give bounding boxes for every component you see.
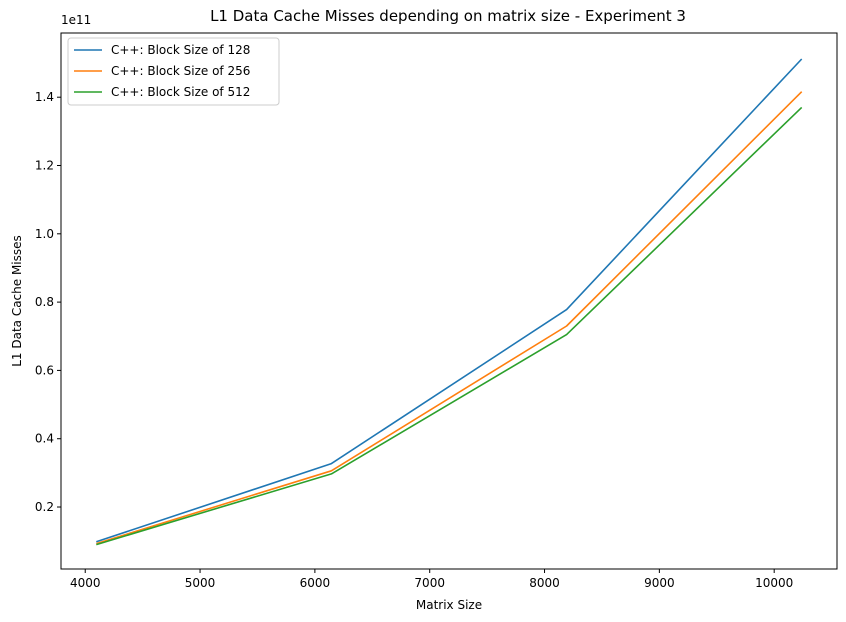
y-tick-label: 0.4	[35, 432, 54, 446]
legend-entry: C++: Block Size of 128	[111, 43, 250, 57]
x-tick-label: 5000	[185, 576, 216, 590]
legend: C++: Block Size of 128 C++: Block Size of…	[67, 37, 280, 106]
legend-box	[67, 37, 280, 106]
legend-entry: C++: Block Size of 256	[111, 64, 250, 78]
x-axis-label: Matrix Size	[416, 598, 482, 612]
series-line-3	[96, 106, 803, 546]
x-tick-label: 4000	[70, 576, 101, 590]
series-group	[96, 58, 803, 546]
x-tick-label: 9000	[644, 576, 675, 590]
y-tick-label: 0.6	[35, 363, 54, 377]
x-tick-label: 6000	[300, 576, 331, 590]
series-line-1	[96, 58, 803, 543]
x-tick-label: 8000	[529, 576, 560, 590]
y-offset-text: 1e11	[61, 13, 91, 27]
x-axis: 4000 5000 6000 7000 8000 9000 10000	[70, 569, 793, 590]
legend-entry: C++: Block Size of 512	[111, 85, 250, 99]
y-tick-label: 1.4	[35, 90, 54, 104]
series-line-2	[96, 91, 803, 545]
y-tick-label: 0.2	[35, 500, 54, 514]
y-tick-label: 0.8	[35, 295, 54, 309]
x-tick-label: 10000	[755, 576, 793, 590]
y-tick-label: 1.0	[35, 227, 54, 241]
y-axis-label: L1 Data Cache Misses	[10, 235, 24, 367]
x-tick-label: 7000	[414, 576, 445, 590]
chart-title: L1 Data Cache Misses depending on matrix…	[210, 7, 686, 25]
plot-area	[60, 32, 838, 570]
y-axis: 0.2 0.4 0.6 0.8 1.0 1.2 1.4	[35, 90, 61, 514]
y-tick-label: 1.2	[35, 159, 54, 173]
